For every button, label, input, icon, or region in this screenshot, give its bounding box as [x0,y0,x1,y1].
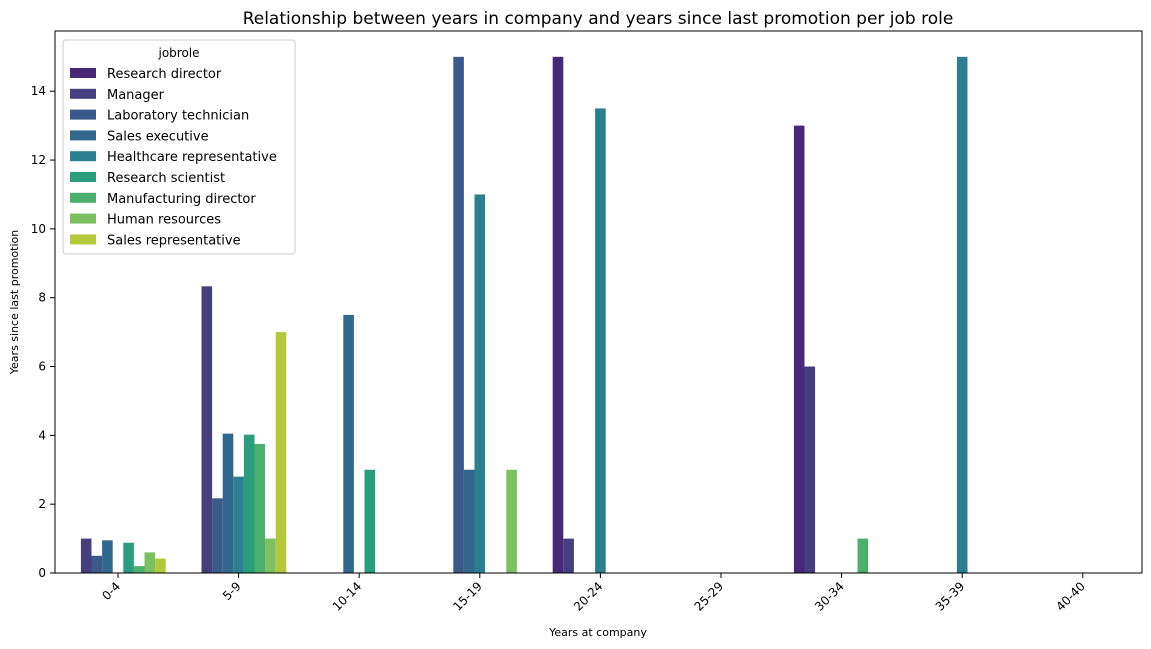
legend-entry: Human resources [107,213,221,228]
bar-manager-30-34 [804,366,816,573]
y-tick-label: 2 [38,497,46,511]
bar-healthcare-representative-35-39 [956,56,968,574]
y-tick-label: 8 [38,291,46,305]
legend-box [62,39,296,255]
legend-entry: Research scientist [107,171,225,186]
legend-items: Research director Manager Laboratory techn… [70,67,277,248]
legend-entry: Healthcare representative [107,150,277,165]
bar-laboratory-technician-15-19 [453,56,464,574]
bar-research-scientist-0-4 [123,542,134,573]
y-axis-label: Years since last promotion [8,230,21,375]
bar-manager-5-9 [201,286,213,573]
bar-healthcare-representative-15-19 [474,194,486,573]
bar-healthcare-representative-5-9 [233,476,244,573]
x-axis-label: Years at company [548,626,647,639]
legend-title: jobrole [157,46,199,60]
bar-research-director-20-24 [552,56,564,574]
bar-sales-representative-0-4 [155,558,166,573]
bar-healthcare-representative-20-24 [595,108,606,574]
bar-manager-20-24 [563,538,574,573]
bar-sales-executive-15-19 [463,469,475,573]
legend-swatch [70,68,96,78]
x-tick-label: 0-4 [99,579,123,603]
bar-human-resources-15-19 [506,469,517,573]
legend-swatch [70,172,96,182]
bar-human-resources-5-9 [265,538,276,573]
bar-research-scientist-10-14 [364,469,376,573]
x-tick-label: 40-40 [1053,579,1088,614]
y-tick-label: 6 [38,360,46,374]
y-tick-label: 4 [38,428,46,442]
bar-research-scientist-5-9 [243,434,255,573]
legend-swatch [70,213,96,224]
legend: jobrole Research director Manager Laborato… [62,39,296,255]
bar-manufacturing-director-30-34 [857,538,869,573]
legend-entry: Sales executive [107,129,209,144]
x-tick-label: 10-14 [330,579,365,614]
y-tick-label: 14 [31,84,46,98]
legend-swatch [70,234,96,245]
x-tick-label: 20-24 [571,579,606,614]
y-axis: 0 2 4 6 8 10 12 14 [31,84,55,580]
x-tick-label: 30-34 [812,579,847,614]
x-tick-label: 35-39 [933,579,968,614]
bar-sales-executive-0-4 [102,540,113,573]
bars-group [80,56,968,574]
bar-sales-representative-5-9 [275,332,287,573]
legend-entry: Sales representative [107,233,241,248]
legend-entry: Manager [107,88,165,103]
plot-frame [54,30,1143,574]
legend-swatch [70,151,96,162]
bar-manufacturing-director-0-4 [133,566,145,573]
x-tick-label: 15-19 [450,579,485,614]
y-tick-label: 12 [31,153,46,167]
bar-human-resources-0-4 [144,552,156,573]
x-tick-label: 25-29 [692,579,727,614]
y-tick-label: 10 [31,222,46,236]
y-tick-label: 0 [38,566,46,580]
legend-swatch [70,109,96,120]
chart-title: Relationship between years in company an… [243,9,954,29]
bar-laboratory-technician-0-4 [91,555,103,573]
bar-manager-0-4 [80,538,92,573]
x-tick-label: 5-9 [220,579,244,603]
legend-swatch [70,88,96,99]
bar-sales-executive-10-14 [343,314,354,573]
x-axis: 0-4 5-9 10-14 15-19 20-24 25-29 30-34 35-39 40-4… [99,573,1088,614]
legend-swatch [70,192,96,203]
legend-entry: Manufacturing director [107,192,256,207]
legend-entry: Research director [107,67,222,82]
bar-sales-executive-5-9 [222,433,234,573]
bar-manufacturing-director-5-9 [254,443,266,573]
bar-research-director-30-34 [793,125,805,573]
legend-entry: Laboratory technician [107,109,249,124]
bar-laboratory-technician-5-9 [212,498,223,573]
legend-swatch [70,130,96,141]
